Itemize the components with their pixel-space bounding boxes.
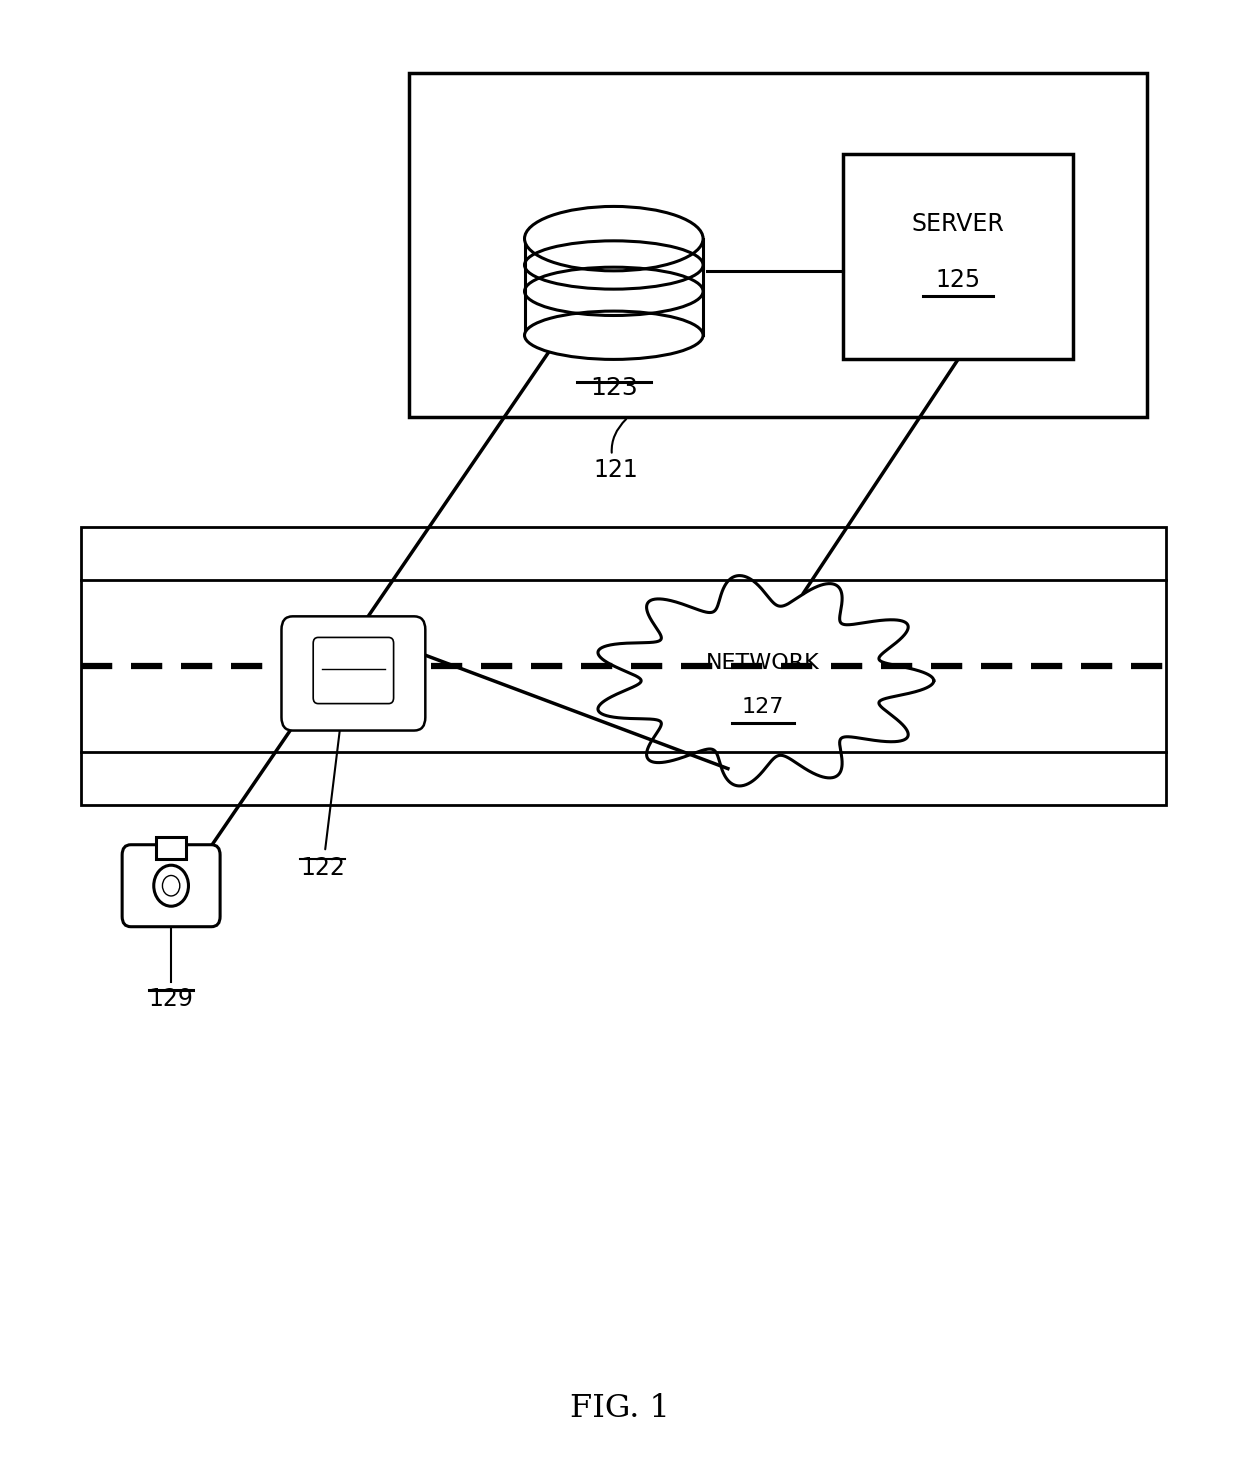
FancyBboxPatch shape <box>122 845 221 927</box>
Polygon shape <box>409 73 1147 417</box>
Text: NETWORK: NETWORK <box>706 653 820 673</box>
FancyBboxPatch shape <box>281 616 425 731</box>
FancyBboxPatch shape <box>156 837 186 859</box>
Text: 121: 121 <box>594 419 639 482</box>
Ellipse shape <box>525 312 703 360</box>
Text: 125: 125 <box>935 268 981 291</box>
FancyBboxPatch shape <box>314 637 393 704</box>
Text: FIG. 1: FIG. 1 <box>570 1392 670 1424</box>
Polygon shape <box>81 527 1166 805</box>
Ellipse shape <box>525 206 703 271</box>
Text: 127: 127 <box>742 697 784 717</box>
FancyBboxPatch shape <box>525 206 703 335</box>
Text: 123: 123 <box>590 376 637 400</box>
Circle shape <box>162 875 180 896</box>
Polygon shape <box>843 154 1073 359</box>
Text: 129: 129 <box>149 987 193 1010</box>
Text: 122: 122 <box>300 856 345 880</box>
Text: SERVER: SERVER <box>911 212 1004 236</box>
Circle shape <box>154 865 188 906</box>
